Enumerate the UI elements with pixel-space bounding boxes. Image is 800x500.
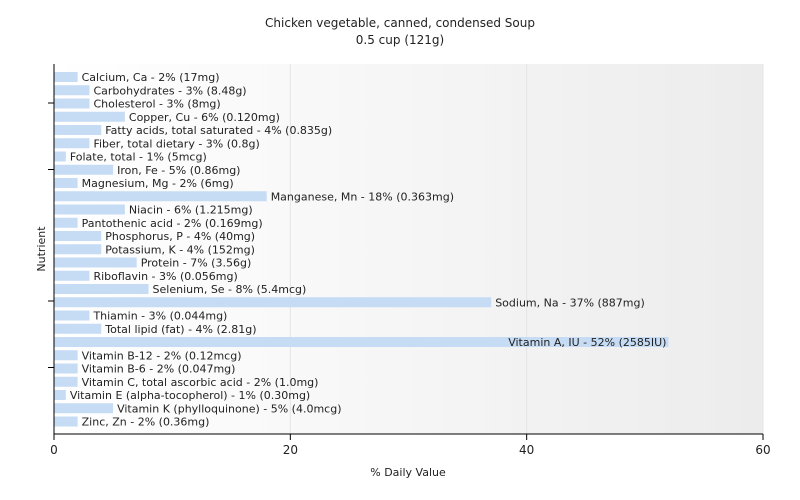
bar-label: Vitamin E (alpha-tocopherol) - 1% (0.30m… [70, 389, 310, 402]
bar [54, 337, 669, 347]
bar [54, 111, 125, 122]
bar-label: Phosphorus, P - 4% (40mg) [105, 230, 255, 243]
bar-label: Potassium, K - 4% (152mg) [105, 243, 255, 256]
bar [54, 310, 90, 321]
bar [54, 244, 102, 255]
bar [54, 403, 114, 414]
bar [54, 138, 90, 149]
bar-label: Iron, Fe - 5% (0.86mg) [117, 164, 240, 177]
bar-label: Copper, Cu - 6% (0.120mg) [129, 111, 280, 124]
bar-label: Vitamin C, total ascorbic acid - 2% (1.0… [82, 376, 319, 389]
bar-label: Pantothenic acid - 2% (0.169mg) [82, 217, 263, 230]
bar-label: Vitamin B-6 - 2% (0.047mg) [82, 363, 236, 376]
bar [54, 257, 137, 268]
bar [54, 376, 78, 387]
x-tick-label: 20 [283, 443, 298, 457]
bar-label: Carbohydrates - 3% (8.48g) [93, 84, 246, 97]
axes: 0 20 40 60 [48, 64, 771, 457]
bar-label: Protein - 7% (3.56g) [141, 257, 252, 270]
bar-label: Vitamin K (phylloquinone) - 5% (4.0mcg) [117, 402, 341, 415]
bar-label: Vitamin A, IU - 52% (2585IU) [508, 336, 666, 349]
gridlines [289, 64, 764, 434]
chart-title: Chicken vegetable, canned, condensed Sou… [265, 16, 535, 30]
bar-label: Sodium, Na - 37% (887mg) [495, 296, 645, 309]
bar-label: Total lipid (fat) - 4% (2.81g) [104, 323, 256, 336]
bar [54, 72, 78, 82]
bar-label: Manganese, Mn - 18% (0.363mg) [271, 190, 454, 203]
x-tick-label: 40 [519, 443, 534, 457]
bar-label: Calcium, Ca - 2% (17mg) [82, 71, 220, 84]
plot-background [54, 64, 763, 434]
bar [54, 85, 90, 96]
bar [54, 204, 125, 215]
bar-label: Fatty acids, total saturated - 4% (0.835… [105, 124, 332, 137]
x-tick-label: 0 [50, 443, 58, 457]
bar [54, 191, 267, 202]
bar [54, 231, 102, 241]
bar [54, 270, 90, 281]
bar-label: Niacin - 6% (1.215mg) [129, 204, 253, 217]
bar-label: Cholesterol - 3% (8mg) [93, 98, 220, 111]
bar-label: Vitamin B-12 - 2% (0.12mcg) [82, 349, 242, 362]
bar [54, 125, 102, 135]
bar [54, 416, 78, 427]
bar-label: Selenium, Se - 8% (5.4mcg) [153, 283, 307, 296]
bar [54, 98, 90, 109]
x-tick-label: 60 [755, 443, 770, 457]
bar-label: Zinc, Zn - 2% (0.36mg) [82, 416, 210, 429]
bar [54, 217, 78, 228]
bars: Calcium, Ca - 2% (17mg)Carbohydrates - 3… [54, 71, 669, 429]
bar-label: Folate, total - 1% (5mcg) [70, 151, 207, 164]
bar-label: Fiber, total dietary - 3% (0.8g) [93, 137, 259, 150]
bar [54, 323, 102, 334]
bar [54, 164, 114, 175]
bar [54, 284, 149, 294]
bar [54, 363, 78, 374]
bar-label: Riboflavin - 3% (0.056mg) [93, 270, 237, 283]
bar [54, 350, 78, 361]
bar [54, 151, 66, 162]
bar [54, 178, 78, 188]
bar [54, 390, 66, 400]
x-axis-label: % Daily Value [370, 466, 446, 479]
bar-label: Magnesium, Mg - 2% (6mg) [82, 177, 234, 190]
chart-subtitle: 0.5 cup (121g) [356, 33, 444, 47]
bar [54, 297, 492, 308]
y-axis-label: Nutrient [35, 226, 48, 272]
bar-label: Thiamin - 3% (0.044mg) [92, 310, 227, 323]
